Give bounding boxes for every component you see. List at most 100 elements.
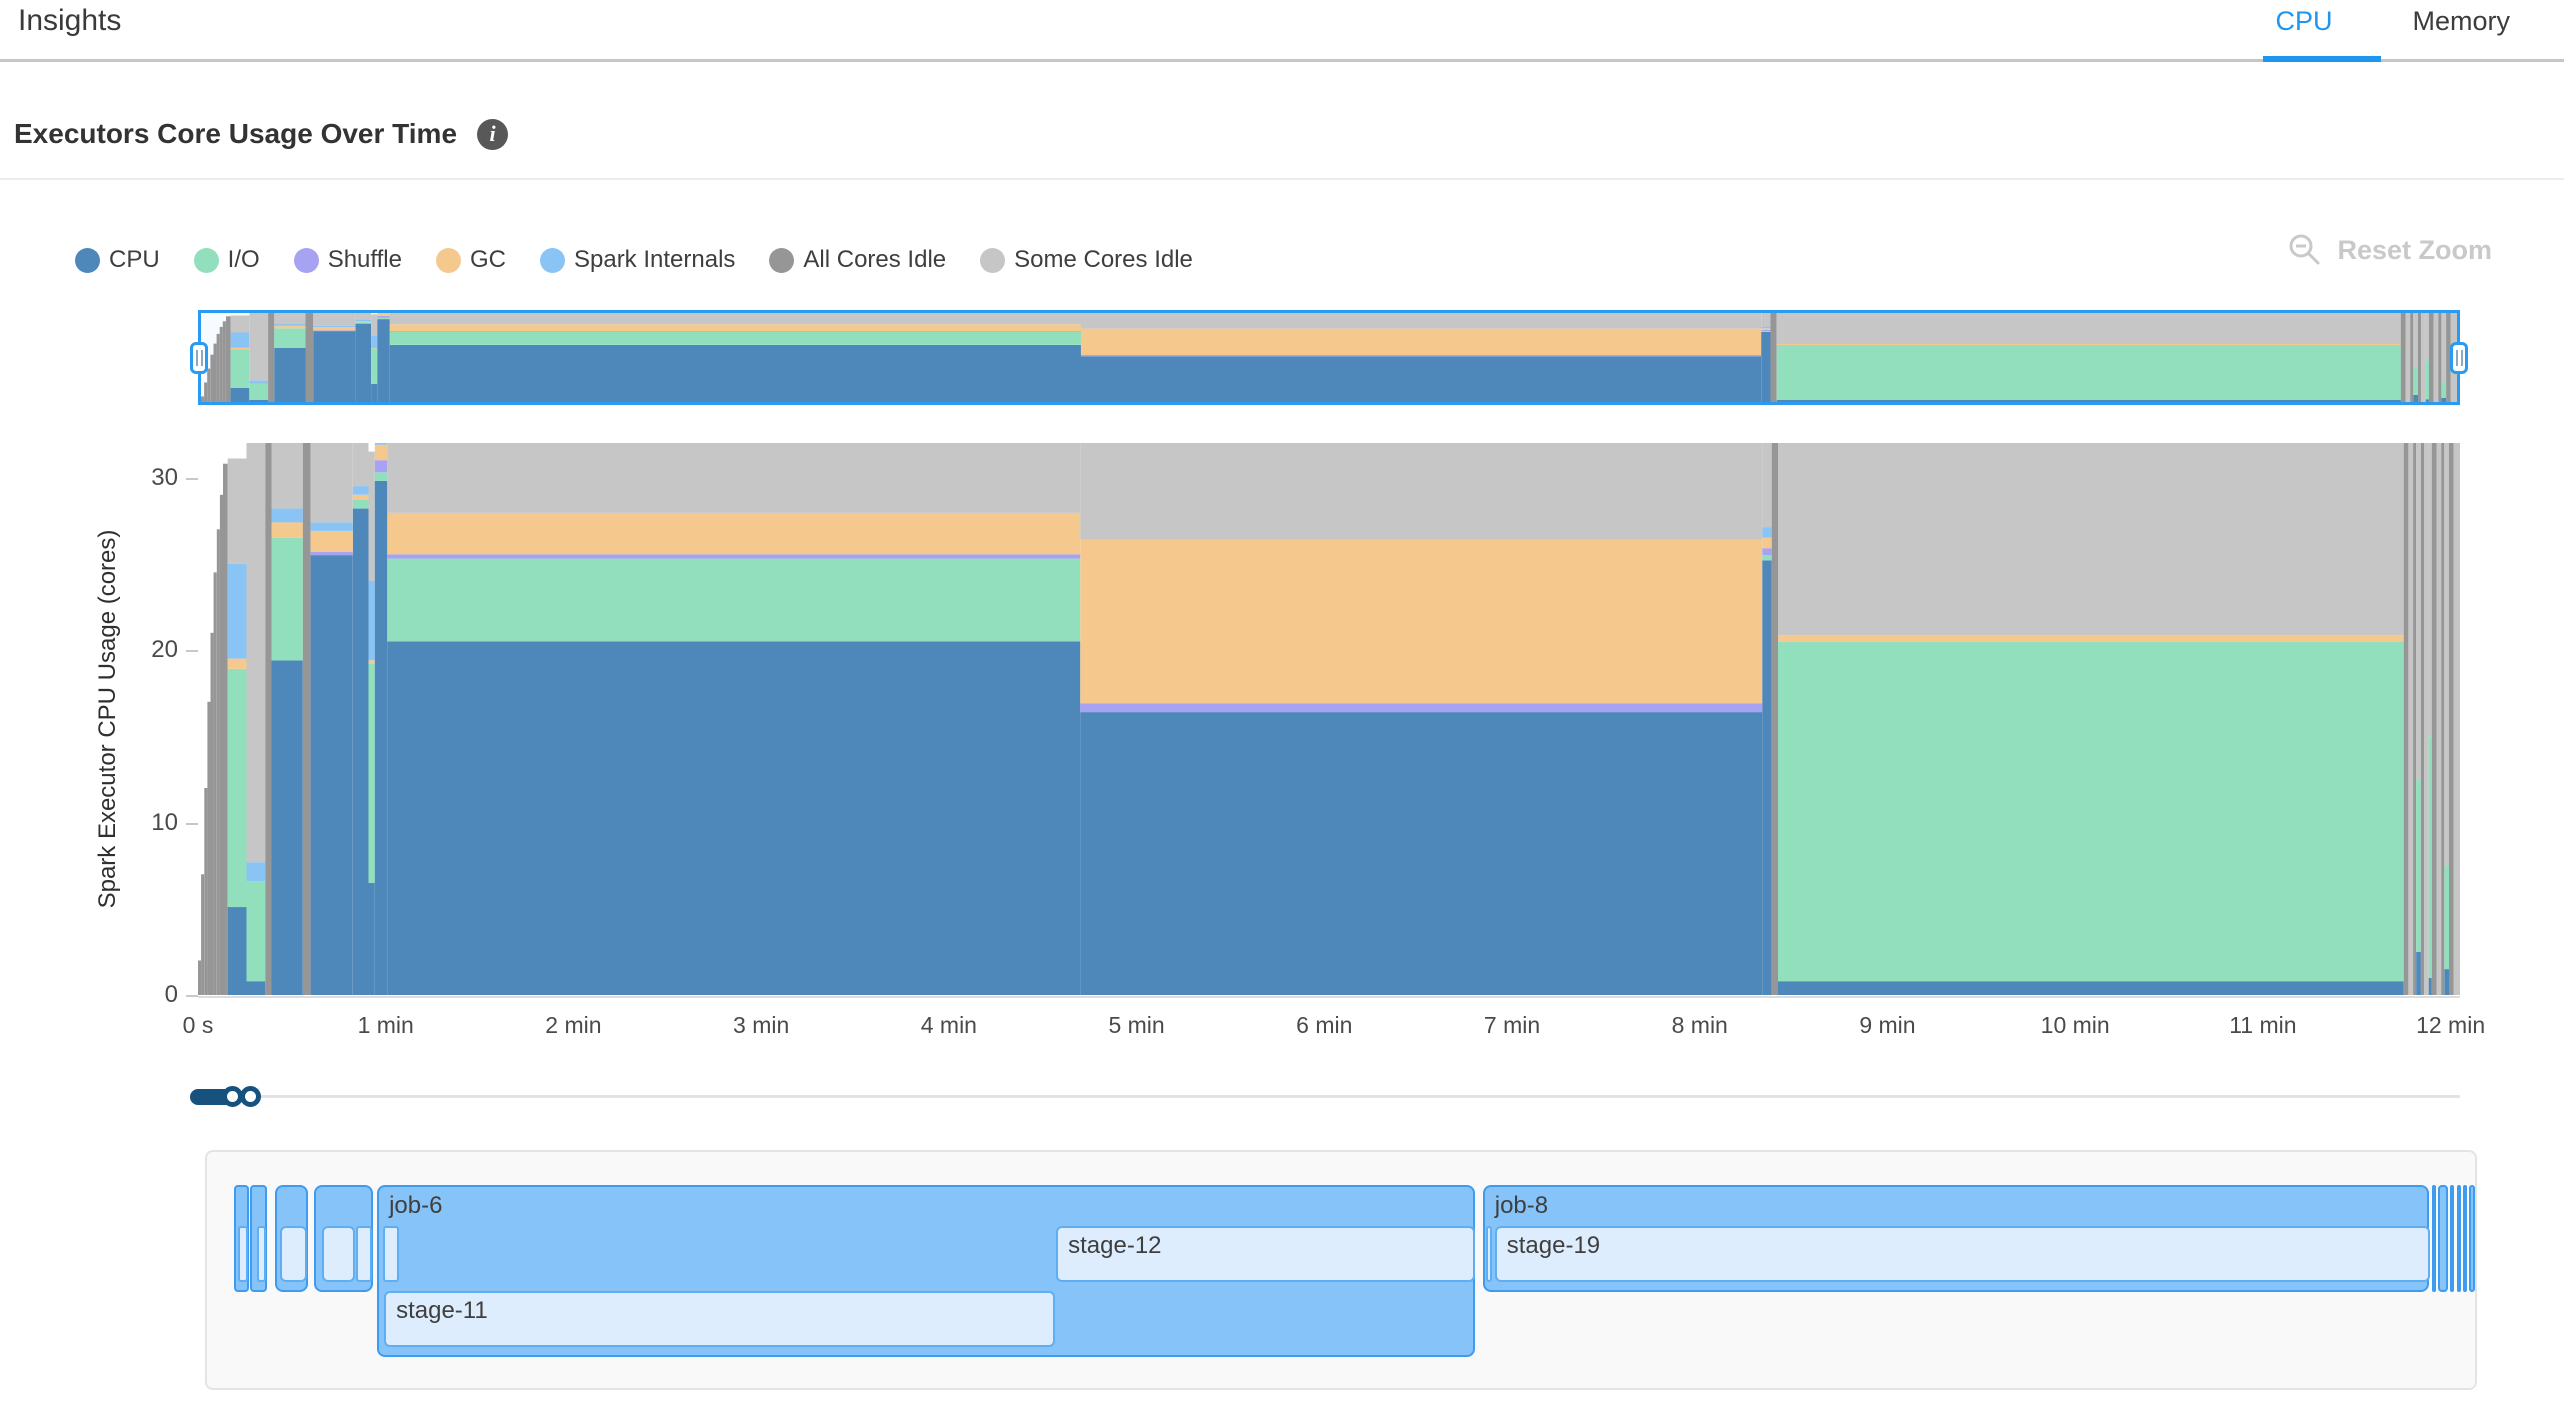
area-segment-some_idle	[2425, 313, 2429, 361]
view-tabs: CPU Memory	[2261, 6, 2524, 51]
gantt-job[interactable]	[250, 1185, 267, 1292]
legend-item-all_idle[interactable]: All Cores Idle	[769, 246, 946, 274]
gantt-job[interactable]	[2463, 1185, 2468, 1292]
chart-legend: CPU I/O Shuffle GC Spark Internals All Cores …	[75, 246, 1193, 274]
x-tick-label: 11 min	[2229, 1012, 2297, 1038]
area-segment-some_idle	[313, 313, 356, 326]
area-segment-all_idle	[2403, 443, 2409, 995]
legend-item-cpu[interactable]: CPU	[75, 246, 160, 274]
area-segment-io	[2441, 381, 2447, 398]
area-segment-internals	[271, 508, 303, 523]
area-segment-all_idle	[207, 368, 211, 402]
gantt-zoom-slider-track[interactable]	[198, 1095, 2460, 1098]
cpu-usage-chart[interactable]	[198, 443, 2460, 995]
area-segment-all_idle	[216, 333, 220, 402]
legend-item-gc[interactable]: GC	[435, 246, 506, 274]
gantt-stage[interactable]	[322, 1226, 356, 1282]
gantt-job[interactable]	[275, 1185, 309, 1292]
area-segment-gc	[274, 325, 306, 329]
area-segment-io	[389, 331, 1081, 345]
gantt-stage[interactable]	[383, 1226, 400, 1282]
area-segment-cpu	[371, 383, 378, 402]
area-segment-all_idle	[198, 960, 202, 995]
gantt-stage[interactable]	[280, 1226, 308, 1282]
area-segment-io	[249, 383, 269, 400]
legend-swatch-internals	[539, 247, 565, 273]
area-segment-cpu	[2416, 951, 2421, 995]
gantt-job[interactable]	[314, 1185, 374, 1292]
gantt-stage[interactable]	[257, 1226, 267, 1282]
legend-item-some_idle[interactable]: Some Cores Idle	[980, 246, 1193, 274]
area-segment-some_idle	[246, 443, 266, 863]
legend-label: GC	[469, 246, 506, 273]
x-tick-label: 2 min	[545, 1012, 602, 1038]
gantt-stage[interactable]	[1486, 1226, 1492, 1282]
area-segment-internals	[368, 581, 375, 661]
info-icon[interactable]: i	[477, 118, 509, 150]
area-segment-some_idle	[387, 443, 1081, 513]
area-segment-internals	[352, 486, 369, 495]
navigator-left-handle[interactable]	[190, 342, 208, 374]
area-segment-some_idle	[271, 443, 303, 509]
area-segment-gc	[1776, 344, 2401, 345]
gantt-stage[interactable]	[356, 1226, 373, 1282]
area-segment-cpu	[2428, 977, 2432, 995]
area-segment-some_idle	[368, 451, 375, 581]
legend-swatch-shuffle	[293, 247, 319, 273]
area-segment-io	[246, 881, 266, 982]
legend-item-io[interactable]: I/O	[193, 246, 260, 274]
area-segment-all_idle	[201, 396, 205, 402]
area-segment-cpu	[271, 660, 303, 995]
area-segment-some_idle	[352, 443, 369, 487]
y-tick-mark	[186, 650, 198, 652]
gantt-job[interactable]	[2438, 1185, 2449, 1292]
x-tick-label: 10 min	[2040, 1012, 2110, 1038]
gantt-job-job-8[interactable]: job-8 stage-19	[1482, 1185, 2430, 1292]
area-segment-all_idle	[302, 443, 311, 995]
reset-zoom-label: Reset Zoom	[2337, 234, 2492, 265]
gantt-job[interactable]	[2457, 1185, 2462, 1292]
area-segment-internals	[274, 323, 306, 326]
area-segment-gc	[1778, 635, 2404, 642]
area-segment-all_idle	[201, 874, 205, 995]
gantt-job[interactable]	[2450, 1185, 2455, 1292]
tab-cpu[interactable]: CPU	[2275, 6, 2333, 36]
legend-item-internals[interactable]: Spark Internals	[539, 246, 735, 274]
area-segment-some_idle	[2424, 443, 2429, 995]
jobs-timeline-card: job-6 stage-11 stage-12 job-8 stage-19	[205, 1150, 2477, 1390]
area-segment-io	[271, 537, 303, 661]
area-segment-gc	[310, 531, 353, 552]
navigator-right-handle[interactable]	[2450, 342, 2468, 374]
area-segment-io	[2416, 779, 2421, 952]
area-segment-io	[355, 322, 372, 324]
area-segment-gc	[387, 512, 1081, 555]
gantt-job-job-6[interactable]: job-6 stage-11 stage-12	[377, 1185, 1476, 1357]
legend-swatch-cpu	[75, 247, 100, 273]
gantt-stage-stage-11[interactable]: stage-11	[384, 1291, 1055, 1347]
gantt-job[interactable]	[2432, 1185, 2437, 1292]
area-segment-cpu	[227, 907, 247, 995]
area-segment-cpu	[352, 508, 369, 995]
gantt-stage[interactable]	[237, 1226, 248, 1282]
tab-memory[interactable]: Memory	[2412, 6, 2510, 36]
timeline-navigator[interactable]	[198, 310, 2460, 405]
legend-item-shuffle[interactable]: Shuffle	[293, 246, 402, 274]
area-segment-gc	[1080, 539, 1763, 704]
area-segment-cpu	[377, 319, 390, 402]
gantt-stage-stage-12[interactable]: stage-12	[1056, 1226, 1476, 1282]
area-segment-some_idle	[274, 313, 306, 324]
chart-title: Executors Core Usage Over Time	[14, 118, 458, 149]
area-segment-internals	[355, 320, 372, 322]
area-segment-internals	[374, 443, 388, 445]
area-segment-internals	[313, 325, 356, 328]
reset-zoom-button[interactable]: Reset Zoom	[2287, 232, 2492, 268]
x-tick-label: 7 min	[1483, 1012, 1541, 1038]
gantt-job[interactable]	[234, 1185, 250, 1292]
gantt-stage-stage-19[interactable]: stage-19	[1494, 1226, 2430, 1282]
gantt-job[interactable]	[2469, 1185, 2476, 1292]
area-segment-gc	[389, 324, 1081, 331]
slider-handle-right[interactable]	[240, 1086, 262, 1107]
area-segment-cpu	[1080, 712, 1763, 995]
area-segment-cpu	[2444, 969, 2450, 995]
area-segment-cpu	[310, 555, 353, 995]
